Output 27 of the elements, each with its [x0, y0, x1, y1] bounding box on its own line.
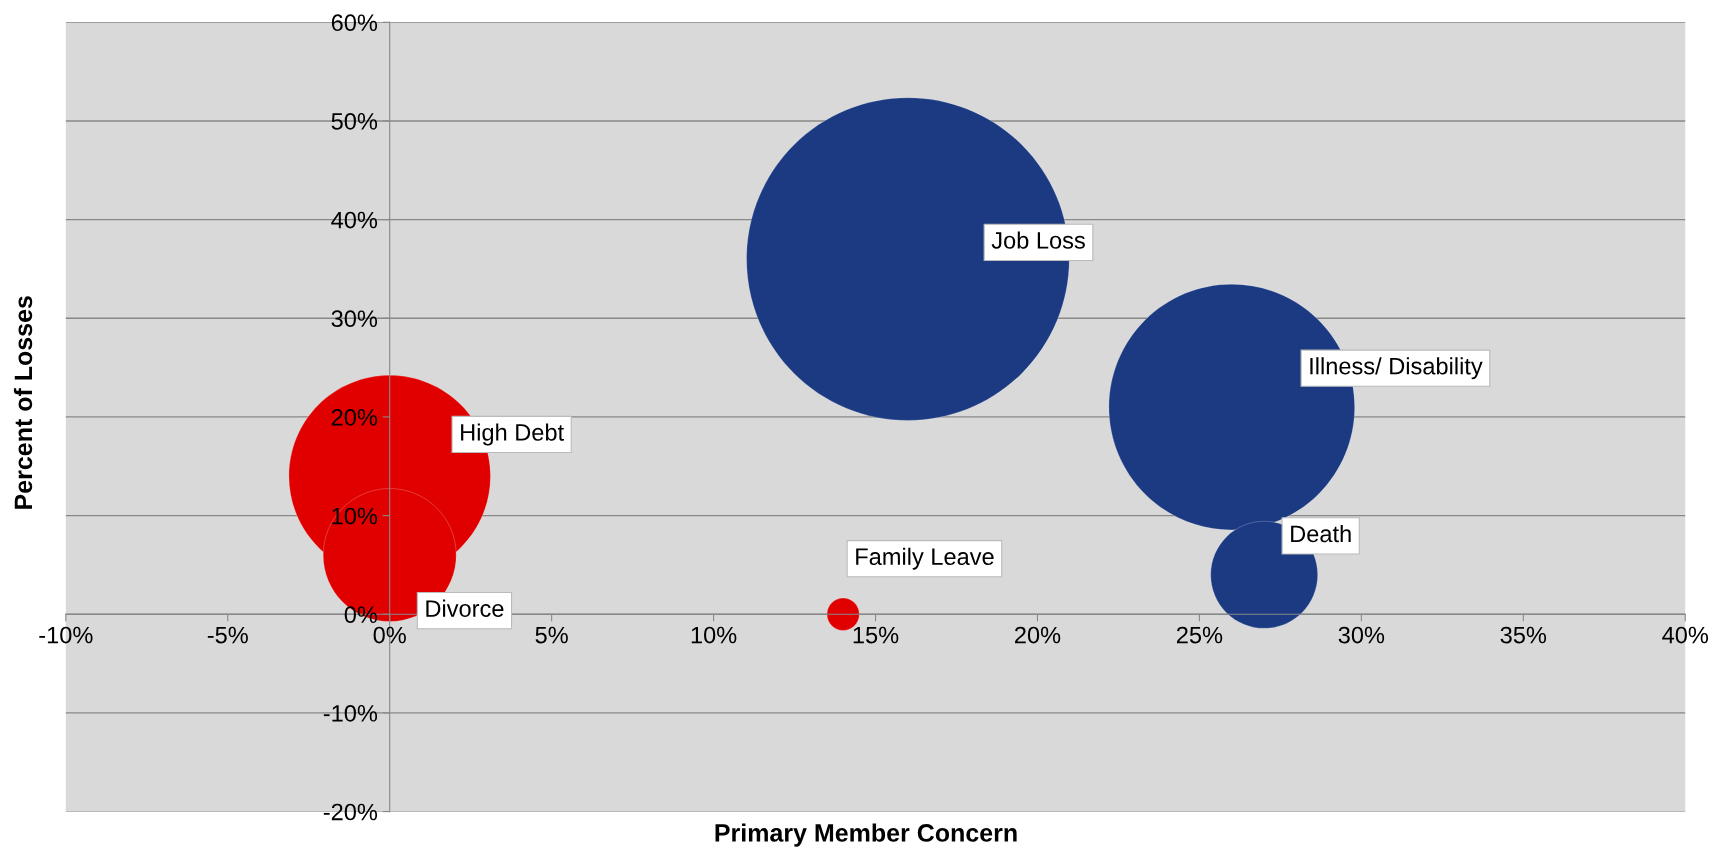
y-tick-label: 20% — [331, 409, 378, 426]
x-tick-label: 5% — [535, 626, 568, 644]
x-axis-title: Primary Member Concern — [715, 823, 1017, 847]
series-label: Death — [1291, 524, 1351, 543]
x-tick-label: 30% — [1338, 626, 1385, 644]
series-label: Family Leave — [856, 547, 994, 570]
y-axis-title: Percent of Losses — [13, 296, 33, 509]
x-tick-label: -10% — [39, 626, 93, 644]
x-tick-label: 0% — [373, 626, 406, 644]
series-label: Job Loss — [991, 231, 1085, 249]
x-tick-label: 25% — [1176, 626, 1223, 644]
x-tick-label: 35% — [1500, 626, 1547, 644]
y-tick-label: 40% — [331, 211, 378, 229]
series-label: Divorce — [426, 599, 504, 617]
y-tick-label: -20% — [323, 803, 378, 821]
y-tick-label: 10% — [332, 507, 378, 525]
x-tick-label: 20% — [1015, 626, 1061, 644]
y-tick-label: 30% — [331, 310, 378, 328]
x-tick-label: -5% — [207, 626, 248, 644]
y-tick-label: 50% — [331, 113, 378, 130]
x-tick-label: 10% — [691, 626, 737, 644]
x-tick-label: 40% — [1662, 626, 1709, 644]
series-label: Illness/ Disability — [1310, 357, 1483, 380]
x-tick-label: 15% — [853, 626, 899, 644]
series-label: High Debt — [461, 423, 564, 446]
y-tick-label: 60% — [331, 14, 378, 32]
y-tick-label: -10% — [323, 704, 378, 722]
